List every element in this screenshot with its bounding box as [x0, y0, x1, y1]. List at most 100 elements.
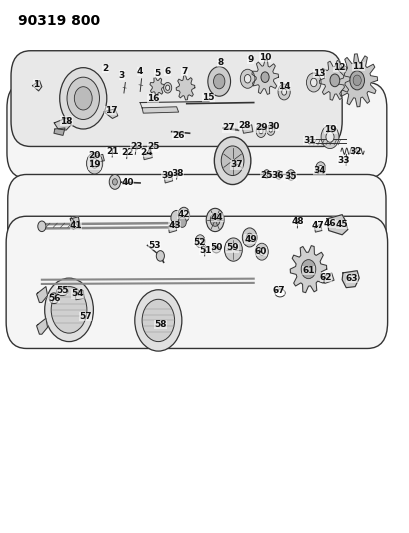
Text: 21: 21 — [106, 147, 119, 156]
Circle shape — [74, 87, 92, 110]
Text: 11: 11 — [351, 62, 364, 71]
Text: 48: 48 — [290, 217, 303, 226]
Circle shape — [256, 125, 265, 138]
Text: 47: 47 — [311, 221, 324, 230]
Text: 20: 20 — [88, 151, 101, 160]
Circle shape — [268, 128, 272, 132]
Circle shape — [240, 69, 254, 88]
Text: 61: 61 — [301, 266, 314, 275]
Circle shape — [263, 169, 269, 178]
Text: 38: 38 — [171, 169, 183, 178]
Text: 53: 53 — [148, 241, 160, 250]
Text: 58: 58 — [154, 320, 166, 329]
Text: 52: 52 — [193, 238, 205, 247]
Text: 35: 35 — [283, 172, 296, 181]
Circle shape — [315, 162, 325, 174]
Circle shape — [244, 75, 250, 83]
Polygon shape — [168, 223, 176, 233]
Circle shape — [277, 84, 290, 100]
Text: 26: 26 — [172, 131, 184, 140]
Circle shape — [67, 77, 99, 119]
Polygon shape — [336, 54, 377, 107]
Circle shape — [45, 278, 93, 342]
Circle shape — [261, 72, 268, 83]
Circle shape — [306, 73, 320, 92]
Circle shape — [86, 153, 103, 174]
Text: 50: 50 — [210, 244, 222, 253]
Circle shape — [318, 165, 322, 171]
FancyBboxPatch shape — [7, 83, 386, 178]
Polygon shape — [251, 60, 278, 94]
Text: 90319 800: 90319 800 — [18, 14, 100, 28]
Circle shape — [224, 238, 242, 261]
Text: 2: 2 — [102, 63, 108, 72]
Polygon shape — [32, 80, 42, 91]
Polygon shape — [70, 217, 80, 230]
Text: 29: 29 — [255, 124, 267, 132]
Text: 16: 16 — [146, 94, 159, 103]
Text: 62: 62 — [319, 272, 331, 281]
Text: 46: 46 — [323, 219, 335, 228]
Circle shape — [51, 287, 87, 333]
Polygon shape — [150, 77, 164, 96]
Text: 40: 40 — [121, 179, 134, 188]
Polygon shape — [54, 128, 65, 135]
Text: 31: 31 — [303, 136, 315, 145]
Ellipse shape — [56, 287, 67, 296]
Text: 13: 13 — [312, 69, 325, 78]
Circle shape — [310, 78, 316, 87]
Polygon shape — [75, 290, 84, 300]
Circle shape — [286, 169, 294, 180]
Text: 41: 41 — [70, 221, 82, 230]
Text: 25: 25 — [260, 171, 272, 180]
Circle shape — [210, 214, 220, 227]
FancyBboxPatch shape — [11, 51, 342, 147]
Circle shape — [135, 290, 182, 351]
Text: 23: 23 — [130, 142, 143, 151]
Circle shape — [60, 68, 106, 129]
Text: 3: 3 — [118, 70, 125, 79]
Polygon shape — [314, 224, 321, 232]
Circle shape — [265, 172, 267, 175]
Text: 45: 45 — [335, 220, 348, 229]
Polygon shape — [342, 271, 358, 288]
Text: 15: 15 — [202, 93, 214, 102]
Circle shape — [214, 137, 250, 184]
Text: 60: 60 — [254, 247, 267, 256]
Text: 10: 10 — [258, 53, 271, 62]
Circle shape — [178, 217, 186, 228]
Polygon shape — [36, 318, 47, 334]
Polygon shape — [90, 155, 104, 163]
Text: 9: 9 — [247, 55, 253, 64]
Circle shape — [281, 89, 286, 95]
Text: 44: 44 — [210, 213, 223, 222]
FancyBboxPatch shape — [6, 216, 387, 349]
Text: 34: 34 — [312, 166, 325, 175]
Text: 19: 19 — [88, 160, 101, 169]
Text: 12: 12 — [333, 63, 345, 72]
Circle shape — [258, 128, 263, 134]
Polygon shape — [176, 76, 194, 100]
Text: 6: 6 — [164, 67, 171, 76]
Circle shape — [163, 83, 171, 93]
Polygon shape — [326, 215, 347, 235]
Circle shape — [352, 75, 360, 86]
Circle shape — [277, 173, 279, 176]
Circle shape — [207, 67, 230, 96]
Text: 55: 55 — [56, 286, 68, 295]
Polygon shape — [164, 174, 172, 183]
Text: 43: 43 — [168, 221, 180, 230]
Polygon shape — [322, 273, 333, 284]
Text: 49: 49 — [243, 235, 256, 244]
Circle shape — [165, 85, 169, 91]
Polygon shape — [104, 109, 117, 118]
Text: 37: 37 — [230, 160, 243, 169]
Polygon shape — [319, 61, 349, 100]
Circle shape — [242, 228, 256, 247]
Text: 17: 17 — [104, 106, 117, 115]
Circle shape — [301, 260, 315, 279]
Circle shape — [246, 233, 252, 241]
Text: 51: 51 — [199, 246, 211, 255]
Text: 22: 22 — [121, 148, 133, 157]
Polygon shape — [290, 246, 326, 293]
